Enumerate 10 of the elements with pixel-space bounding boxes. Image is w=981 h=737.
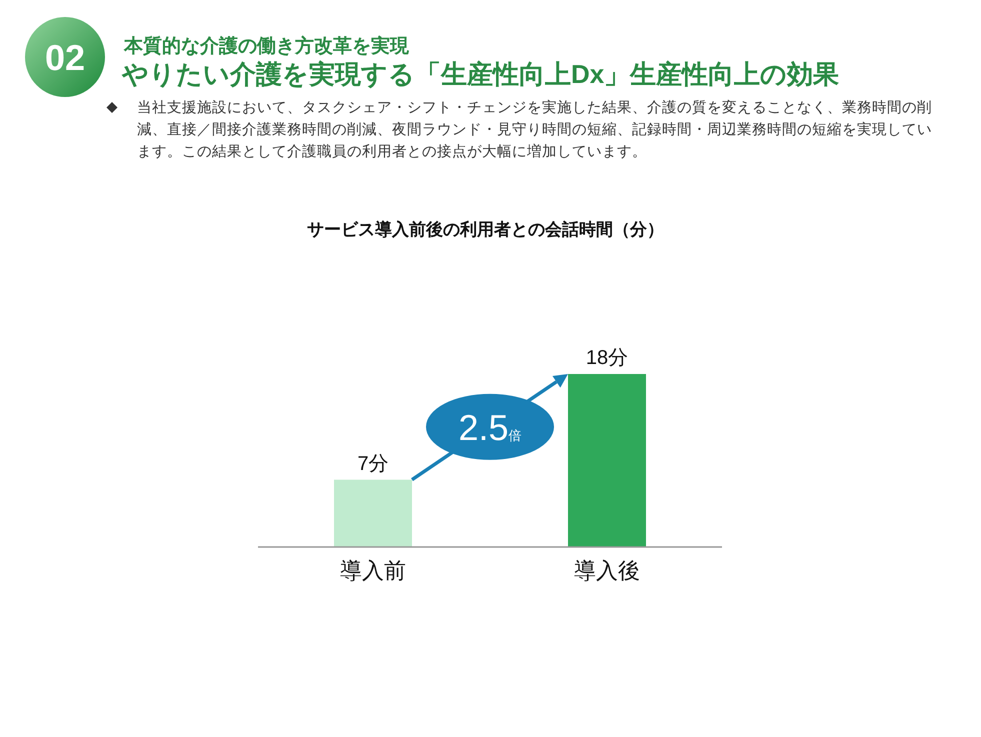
text: 02 [44,37,86,78]
text: 当社支援施設において、タスクシェア・シフト・チェンジを実施した結果、介護の質を変えることなく、業務時間の削減、直接／間接介護業務時間の削減、夜間ラウンド・見守り時間の短縮、記録時間・周辺業務時間の短縮を実現しています。この結果として介護職員の利用者との接点が大幅に増加しています。 [137,98,933,162]
x-tick-label: 導入後 [573,557,641,585]
annotation: 2.5倍 [458,406,522,448]
data-label: 7分 [356,452,390,477]
chart-title: サービス導入前後の利用者との会話時間（分） [306,219,665,241]
x-tick-label: 導入前 [339,557,407,585]
text: やりたい介護を実現する「生産性向上Dx」生産性向上の効果 [122,58,840,91]
data-label: 18分 [584,346,630,371]
text: 本質的な介護の働き方改革を実現 [124,34,409,59]
